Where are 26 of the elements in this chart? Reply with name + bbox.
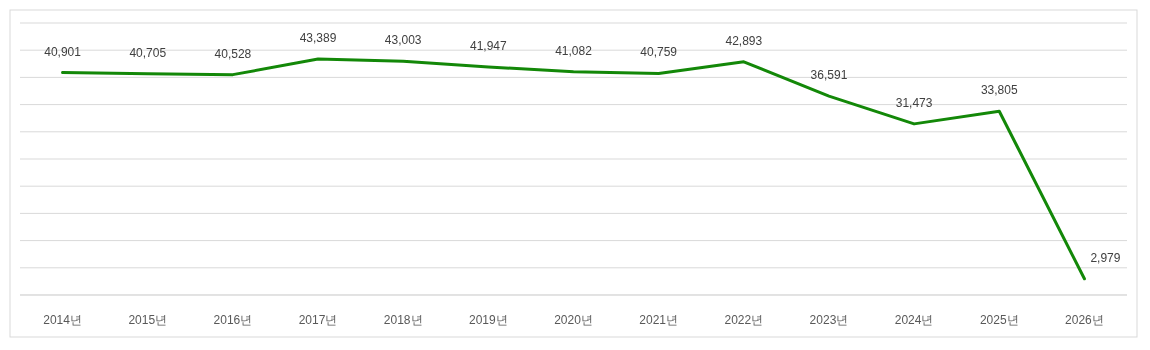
data-label: 31,473 (895, 95, 933, 110)
x-tick-label: 2016년 (213, 313, 253, 327)
data-label: 33,805 (980, 83, 1018, 98)
x-tick-label: 2021년 (639, 313, 679, 327)
data-label: 2,979 (1090, 250, 1121, 265)
x-tick-label: 2020년 (554, 313, 593, 327)
x-tick-label: 2026년 (1065, 313, 1104, 327)
data-label: 43,389 (299, 31, 337, 46)
x-tick-label: 2019년 (468, 313, 508, 327)
x-tick-label: 2023년 (809, 313, 849, 327)
x-tick-label: 2025년 (979, 313, 1019, 327)
x-tick-label: 2022년 (724, 313, 764, 327)
data-label: 43,003 (384, 33, 422, 48)
data-label: 41,082 (555, 43, 593, 58)
data-label: 41,947 (469, 38, 508, 53)
data-label: 40,705 (129, 45, 167, 60)
x-tick-label: 2014년 (43, 313, 82, 327)
data-label: 40,528 (214, 46, 252, 61)
data-label: 36,591 (810, 68, 848, 83)
x-tick-label: 2015년 (128, 313, 168, 327)
data-label: 40,901 (44, 44, 82, 59)
data-label: 42,893 (725, 33, 763, 48)
x-tick-label: 2018년 (383, 313, 423, 327)
x-tick-label: 2017년 (298, 313, 338, 327)
x-tick-label: 2024년 (894, 313, 934, 327)
data-label: 40,759 (640, 45, 678, 60)
